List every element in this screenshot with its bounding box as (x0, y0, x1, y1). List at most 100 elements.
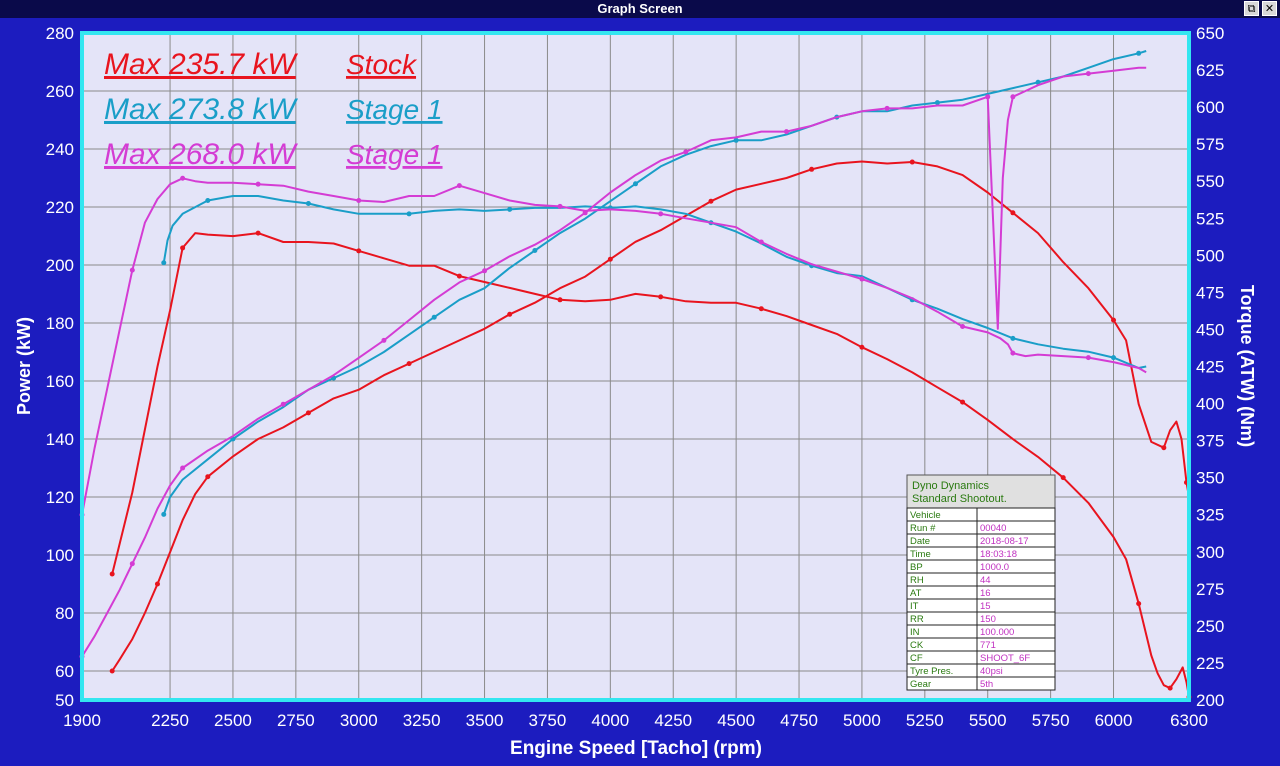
x-tick-label: 2750 (277, 711, 315, 730)
x-tick-label: 4750 (780, 711, 818, 730)
info-panel-subtitle: Standard Shootout. (912, 493, 1007, 505)
info-row (906, 676, 1056, 691)
info-row-label: Vehicle (910, 510, 941, 521)
info-row-value: 1000.0 (980, 562, 1009, 573)
legend-max-label: Max 268.0 kW (104, 138, 298, 171)
y-right-tick-label: 225 (1196, 654, 1224, 673)
y-right-tick-label: 200 (1196, 691, 1224, 710)
x-tick-label: 3750 (529, 711, 567, 730)
series-point (809, 166, 815, 172)
info-row-label: Date (910, 536, 930, 547)
series-point (607, 256, 613, 262)
y-left-tick-label: 50 (55, 691, 74, 710)
series-line-power-5 (81, 66, 1147, 658)
series-point (934, 100, 940, 106)
series-point (154, 581, 160, 587)
series-point (1010, 350, 1016, 356)
y-right-tick-label: 500 (1196, 246, 1224, 265)
series-point (381, 337, 387, 343)
series-point (683, 149, 689, 155)
legend: Max 235.7 kW Stock Max 273.8 kW Stage 1 Max … (104, 48, 443, 171)
plot-frame (80, 31, 1191, 702)
series-point (431, 314, 437, 320)
y-left-tick-label: 260 (46, 82, 74, 101)
y-left-tick-label: 240 (46, 140, 74, 159)
series-point (960, 323, 966, 329)
y-right-tick-label: 275 (1196, 580, 1224, 599)
info-row-value: 150 (980, 614, 996, 625)
y-left-tick-label: 280 (46, 24, 74, 43)
series-point (356, 248, 362, 254)
x-tick-label: 3250 (403, 711, 441, 730)
series-line-torque-2 (111, 232, 1190, 698)
x-tick-label: 4000 (591, 711, 629, 730)
y-right-tick-label: 575 (1196, 135, 1224, 154)
series-point (507, 206, 513, 212)
series-point (1085, 71, 1091, 77)
y-left-tick-labels: 50 60 80 100 120 140 160 180 200 220 240 260 280 (46, 24, 74, 710)
series-point (1010, 94, 1016, 100)
series-point (960, 399, 966, 405)
y-left-axis-label: Power (kW) (14, 317, 34, 415)
info-row-value: 771 (980, 640, 996, 651)
series-point (733, 137, 739, 143)
y-right-tick-label: 450 (1196, 320, 1224, 339)
series-point (406, 211, 412, 217)
series-point (557, 203, 563, 209)
close-button[interactable]: ✕ (1262, 1, 1277, 16)
legend-run-label: Stage 1 (346, 139, 443, 170)
x-tick-label: 5000 (843, 711, 881, 730)
y-right-tick-label: 625 (1196, 61, 1224, 80)
y-right-tick-label: 650 (1196, 24, 1224, 43)
info-row-label: RR (910, 614, 924, 625)
y-right-axis-label: Torque (ATW) (Nm) (1237, 285, 1257, 447)
y-left-tick-label: 220 (46, 198, 74, 217)
series-line-torque-4 (162, 195, 1147, 369)
series-point (161, 511, 167, 517)
y-right-tick-label: 300 (1196, 543, 1224, 562)
y-left-tick-label: 80 (55, 604, 74, 623)
info-row-label: IN (910, 627, 920, 638)
series-point (1060, 475, 1066, 481)
info-row-value: 16 (980, 588, 991, 599)
series-point (884, 105, 890, 111)
series-point (180, 175, 186, 181)
x-tick-label: 2500 (214, 711, 252, 730)
info-row-label: Tyre Pres. (910, 666, 953, 677)
series-point (859, 276, 865, 282)
series-point (708, 198, 714, 204)
series-point (205, 474, 211, 480)
x-tick-labels: 1900 2250 2500 2750 3000 3250 3500 3750 4000 4250… (63, 711, 1208, 730)
info-row-label: IT (910, 601, 919, 612)
info-row-value: 00040 (980, 523, 1006, 534)
series-point (1136, 601, 1142, 607)
y-right-tick-label: 250 (1196, 617, 1224, 636)
x-tick-label: 5750 (1032, 711, 1070, 730)
legend-run-label: Stage 1 (346, 94, 443, 125)
x-tick-label: 1900 (63, 711, 101, 730)
close-icon: ✕ (1264, 2, 1275, 15)
info-row-label: Time (910, 549, 931, 560)
series-point (456, 273, 462, 279)
y-right-tick-label: 400 (1196, 395, 1224, 414)
restore-button[interactable]: ⧉ (1244, 1, 1259, 16)
series-point (1085, 355, 1091, 361)
info-row-label: AT (910, 588, 922, 599)
info-row-label: CK (910, 640, 924, 651)
x-tick-label: 4500 (717, 711, 755, 730)
series-point (859, 344, 865, 350)
y-right-tick-label: 600 (1196, 98, 1224, 117)
x-axis-label: Engine Speed [Tacho] (rpm) (510, 738, 762, 759)
series-point (1136, 50, 1142, 56)
info-row-label: BP (910, 562, 923, 573)
legend-max-label: Max 235.7 kW (104, 48, 298, 81)
y-right-tick-label: 350 (1196, 469, 1224, 488)
window-title: Graph Screen (597, 1, 683, 16)
y-right-tick-label: 525 (1196, 209, 1224, 228)
series-point (109, 668, 115, 674)
y-right-tick-label: 375 (1196, 432, 1224, 451)
series-point (161, 260, 167, 266)
series-point (109, 571, 115, 577)
series-point (456, 183, 462, 189)
